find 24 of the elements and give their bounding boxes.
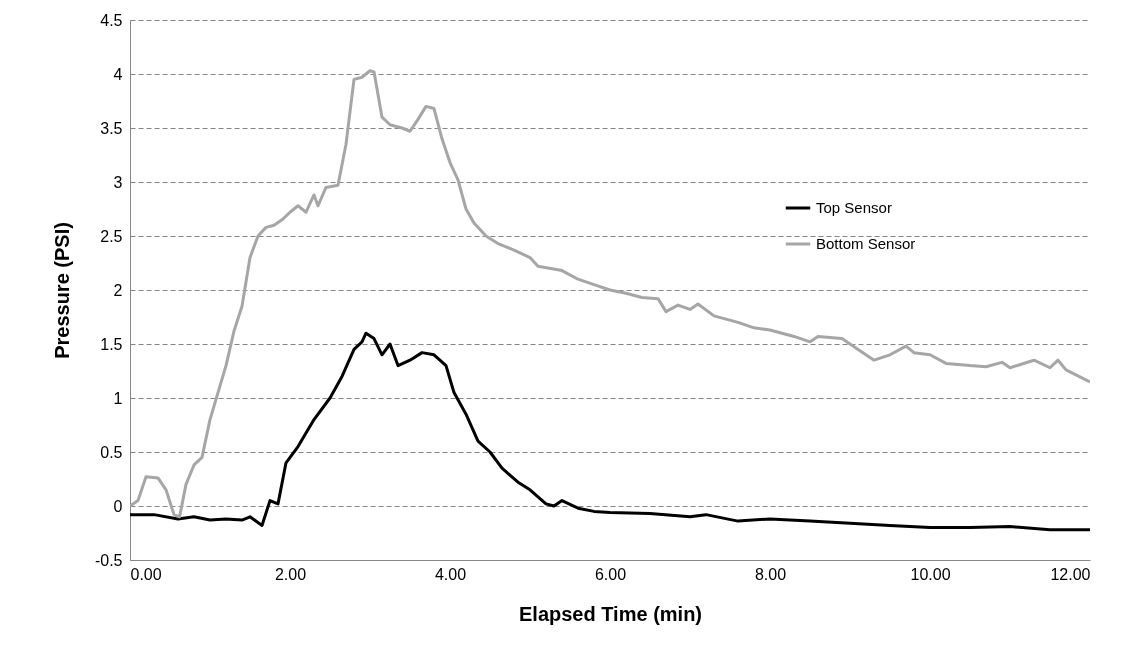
- y-axis-title: Pressure (PSI): [50, 222, 73, 359]
- y-tick-label: -0.5: [94, 551, 123, 569]
- legend-label: Bottom Sensor: [816, 235, 916, 252]
- x-axis-title: Elapsed Time (min): [518, 602, 703, 625]
- y-tick-label: 4.5: [100, 11, 123, 29]
- y-tick-label: 0: [113, 497, 123, 515]
- legend-label: Top Sensor: [816, 199, 892, 216]
- y-tick-label: 4: [113, 65, 123, 83]
- x-tick-label: 8.00: [754, 565, 787, 583]
- y-tick-label: 2.5: [100, 227, 123, 245]
- x-tick-label: 6.00: [594, 565, 627, 583]
- x-tick-label: 12.00: [1050, 565, 1091, 583]
- y-tick-label: 1: [113, 389, 123, 407]
- y-tick-label: 2: [113, 281, 123, 299]
- y-tick-label: 3: [113, 173, 123, 191]
- line-series: [130, 331, 1090, 532]
- y-tick-label: 1.5: [100, 335, 123, 353]
- y-tick-label: 0.5: [100, 443, 123, 461]
- x-tick-label: 10.00: [910, 565, 951, 583]
- x-tick-label: 0.00: [130, 565, 162, 583]
- y-tick-label: 3.5: [100, 119, 123, 137]
- x-tick-label: 4.00: [434, 565, 467, 583]
- line-series: [130, 69, 1090, 519]
- x-tick-label: 2.00: [274, 565, 307, 583]
